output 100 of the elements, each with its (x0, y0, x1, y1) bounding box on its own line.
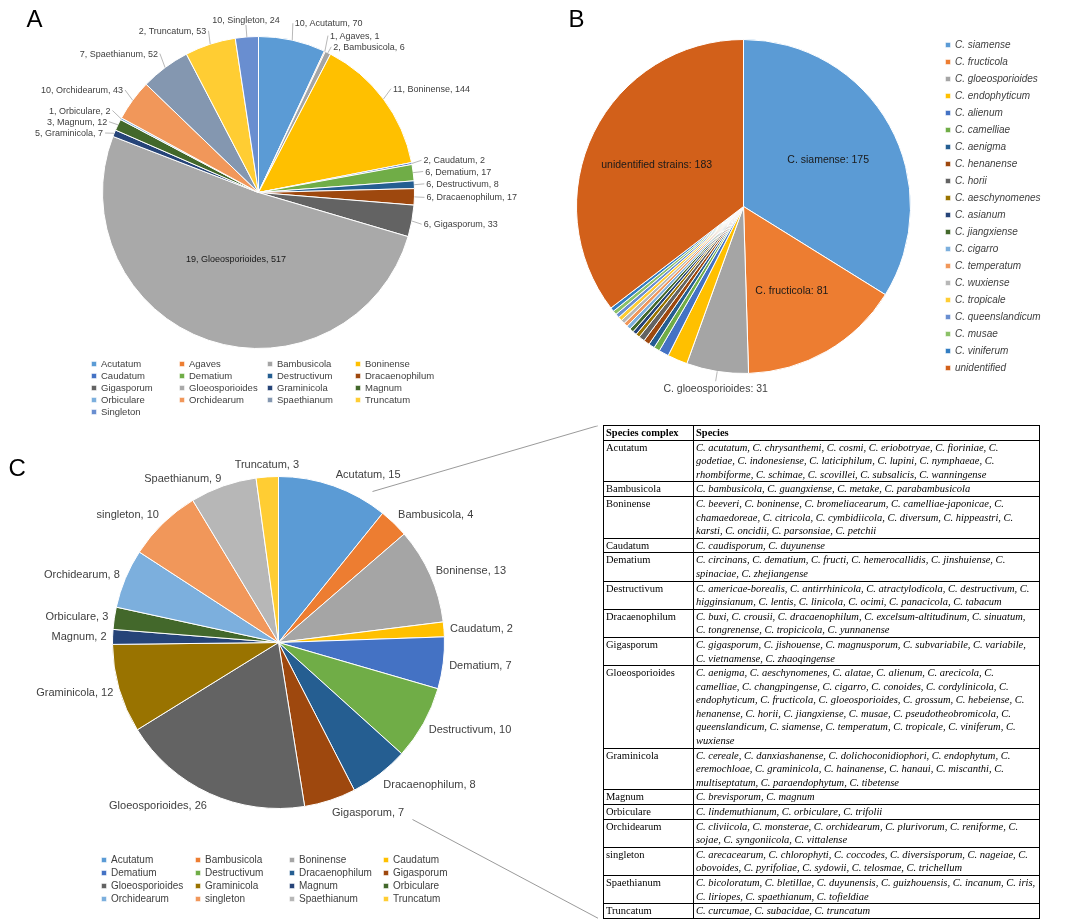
legend-label: Truncatum (393, 893, 442, 904)
data-label: 3, Magnum, 12 (47, 116, 108, 127)
legend-label: Acutatum (111, 854, 155, 865)
legend-label: C. aeschynomenes (955, 191, 1041, 204)
text: C. cliviicola, C. monsterae, C. orchidearum, C. plurivorum, C. reniforme, C. sojae, C. syngoniicola, C. vittalense (693, 819, 1040, 848)
legend-label: Acutatum (101, 358, 143, 369)
legend-label: Dracaenophilum (299, 867, 373, 878)
category-label: Acutatum (603, 440, 694, 482)
data-label: 6, Gigasporum, 33 (423, 219, 498, 230)
text: C. bicoloratum, C. bletillae, C. duyunensis, C. guizhouensis, C. incanum, C. iris, C. liriopes, C. spaethianum, C. tofieldiae (693, 875, 1040, 904)
legend-label: Gigasporum (393, 867, 449, 878)
data-label: 1, Agaves, 1 (329, 30, 380, 41)
data-label: 1, Orbiculare, 2 (48, 105, 111, 116)
legend-label: Orbiculare (393, 880, 441, 891)
category-label: Magnum (603, 789, 694, 805)
data-label: 7, Spaethianum, 52 (79, 48, 158, 59)
category-label: Destructivum (603, 581, 694, 610)
category-label: Gigasporum (603, 637, 694, 666)
data-label: C. fructicola: 81 (755, 284, 829, 297)
legend-label: Agaves (189, 358, 222, 369)
legend-label: Gloeosporioides (189, 382, 259, 393)
legend-label: C. temperatum (955, 259, 1022, 272)
data-label: 10, Orchidearum, 43 (40, 84, 124, 95)
legend-label: C. viniferum (955, 344, 1010, 357)
legend-label: Boninense (299, 854, 348, 865)
text: Species (693, 425, 1040, 441)
data-label: 6, Destructivum, 8 (426, 178, 499, 189)
legend-label: C. wuxiense (955, 276, 1011, 289)
chart-title: C (8, 453, 26, 481)
legend-label: Magnum (365, 382, 403, 393)
legend-label: C. fructicola (955, 55, 1009, 68)
legend-label: C. cigarro (955, 242, 1000, 255)
text: C. caudisporum, C. duyunense (693, 538, 1040, 553)
legend-label: C. siamense (955, 38, 1012, 51)
data-label: unidentified strains: 183 (601, 157, 713, 170)
legend-label: Gigasporum (101, 382, 154, 393)
text: C. curcumae, C. subacidae, C. truncatum (693, 903, 1040, 919)
text: Species complex (603, 425, 694, 441)
data-label: 5, Graminicola, 7 (35, 128, 104, 139)
text: C. arecacearum, C. chlorophyti, C. coccodes, C. diversisporum, C. nageiae, C. obovoides, C. pyrifoliae, C. sydowii, C. telosmae, C. trichellum (693, 847, 1040, 876)
category-label: Spaethianum (603, 875, 694, 904)
category-label: Gloeosporioides (603, 665, 694, 749)
data-label: Caudatum, 2 (449, 622, 513, 635)
legend-label: Orchidearum (111, 893, 170, 904)
text: C. buxi, C. crousii, C. dracaenophilum, C. excelsum-altitudinum, C. sinuatum, C. tongrenense, C. tropicicola, C. yunnanense (693, 609, 1040, 638)
data-label: 2, Bambusicola, 6 (333, 41, 405, 52)
legend-label: Orchidearum (189, 394, 245, 405)
legend-label: Bambusicola (277, 358, 333, 369)
data-label: 10, Acutatum, 70 (294, 18, 363, 29)
data-label: Boninense, 13 (435, 563, 507, 576)
text: C. americae-borealis, C. antirrhinicola, C. atractylodicola, C. destructivum, C. higginsianum, C. lentis, C. linicola, C. ocimi, C. panacicola, C. tabacum (693, 581, 1040, 610)
category-label: Dracaenophilum (603, 609, 694, 638)
data-label: Magnum, 2 (51, 630, 107, 643)
data-label: Acutatum, 15 (335, 468, 401, 481)
text: C. cereale, C. danxiashanense, C. dolichoconidiophori, C. endophytum, C. eremochloae, C. graminicola, C. hainanense, C. hanaui, C. miscanthi, C. multiseptatum, C. paraendophytum, C. tibetense (693, 748, 1040, 790)
legend-label: Orbiculare (101, 394, 146, 405)
legend-label: C. horii (955, 174, 988, 187)
category-label: Dematium (603, 552, 694, 582)
legend-label: C. musae (955, 327, 999, 340)
legend-label: C. aenigma (955, 140, 1008, 153)
category-label: Orbiculare (603, 804, 694, 820)
data-label: Dematium, 7 (449, 658, 512, 671)
text: C. circinans, C. dematium, C. fructi, C. hemerocallidis, C. jinshuiense, C. spinaciae, C. zhejiangense (693, 552, 1040, 582)
data-label: Dracaenophilum, 8 (383, 778, 476, 791)
data-label: Graminicola, 12 (36, 686, 114, 699)
legend-label: C. queenslandicum (955, 310, 1041, 323)
text: C. beeveri, C. boninense, C. bromeliacearum, C. camelliae-japonicae, C. chamaedoreae, C. citricola, C. cymbidiicola, C. diversum, C. hippeastri, C. karsti, C. oncidii, C. parsonsiae, C. petchii (693, 496, 1040, 539)
data-label: 6, Dematium, 17 (425, 166, 492, 177)
legend-label: Boninense (365, 358, 411, 369)
category-label: Orchidearum (603, 819, 694, 848)
category-label: Caudatum (603, 538, 694, 553)
legend-label: Destructivum (277, 370, 334, 381)
legend-label: C. endophyticum (955, 89, 1031, 102)
data-label: Orbiculare, 3 (45, 610, 109, 623)
legend-label: C. jiangxiense (955, 225, 1018, 238)
legend-label: Graminicola (205, 880, 260, 891)
legend-label: Caudatum (393, 854, 441, 865)
data-label: Gigasporum, 7 (332, 806, 405, 819)
text: C. acutatum, C. chrysanthemi, C. cosmi, C. eriobotryae, C. fioriniae, C. godetiae, C. indonesiense, C. laticiphilum, C. lupini, C. nymphaeae, C. rhombiforme, C. schimae, C. scovillei, C. subsalicis, C. wanningense (693, 440, 1040, 482)
data-label: Spaethianum, 9 (144, 472, 222, 485)
legend-label: Dematium (189, 370, 234, 381)
data-label: Bambusicola, 4 (398, 508, 474, 521)
data-label: singleton, 10 (96, 508, 159, 521)
legend-label: Singleton (101, 406, 142, 417)
legend-label: Dracaenophilum (365, 370, 436, 381)
legend-label: Spaethianum (299, 893, 359, 904)
legend-label: C. henanense (955, 157, 1018, 170)
chart-title: B (568, 4, 585, 32)
text: C. bambusicola, C. guangxiense, C. metake, C. parabambusicola (693, 481, 1040, 497)
data-label: 19, Gloeosporioides, 517 (185, 253, 286, 264)
category-label: Boninense (603, 496, 694, 539)
data-label: 11, Boninense, 144 (393, 83, 470, 94)
category-label: singleton (603, 847, 694, 876)
legend-label: Bambusicola (205, 854, 264, 865)
legend-label: Caudatum (101, 370, 146, 381)
data-label: Destructivum, 10 (428, 723, 512, 736)
legend-label: Dematium (111, 867, 158, 878)
category-label: Graminicola (603, 748, 694, 790)
chart-title: A (26, 4, 43, 32)
text: C. gigasporum, C. jishouense, C. magnusporum, C. subvariabile, C. variabile, C. vietnamense, C. zhaoqingense (693, 637, 1040, 666)
